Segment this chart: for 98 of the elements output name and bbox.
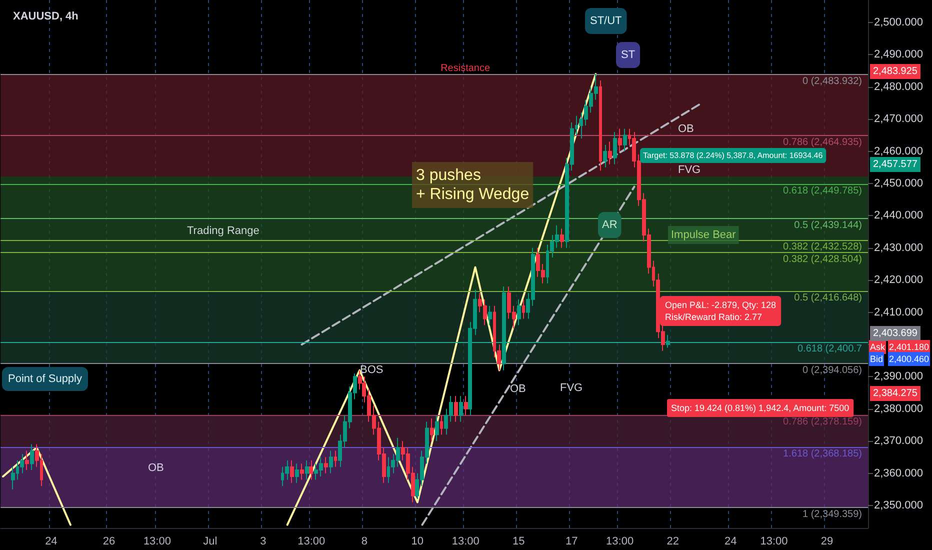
candlestick [329,450,333,474]
candlestick [430,418,434,442]
y-tick-label: 2,360.000 [874,467,923,480]
x-tick-label: 13:00 [143,536,171,548]
candlestick [324,456,328,474]
x-tick-label: 29 [820,536,834,548]
ref-line-label: 0.382 (2,428.504) [783,254,862,266]
y-tick-label: 2,490.000 [874,48,923,61]
x-tick-label: 3 [260,536,266,548]
annotation: OB [510,383,526,395]
candlestick [488,305,492,326]
candlestick [560,228,564,248]
candlestick [464,396,468,416]
candlestick [290,460,294,484]
line-series [286,73,597,526]
x-tick-label: 17 [566,536,578,548]
annotation: Point of Supply [8,373,82,385]
annotation: 3 pushes + Rising Wedge [416,167,530,203]
ref-line-label: 0 (2,394.056) [802,365,862,376]
text: 2,403.699 [873,328,918,339]
ref-line-label: 1.618 (2,368.185) [783,448,862,460]
text: 2,401.180 [889,342,930,352]
candlestick [334,450,337,468]
y-tick-label: 2,480.000 [874,80,923,93]
candlestick [603,144,607,168]
ref-line-label: 1 (2,349.359) [802,509,862,520]
text: 2,384.275 [873,388,918,399]
annotation: FVG [560,382,583,394]
text: 2,400.460 [889,354,930,364]
y-tick-label: 2,450.000 [874,178,923,190]
candlestick [309,460,313,480]
candlestick [618,128,622,152]
x-tick-label: 13:00 [606,536,634,548]
text: 2,483.925 [873,66,918,77]
ref-line-label: 0.382 (2,432.528) [783,241,862,252]
annotation: Stop: 19.424 (0.81%) 1,942.4, Amount: 7500 [671,403,850,413]
y-tick-label: 2,440.000 [874,210,923,222]
text: XAUUSD, 4h [13,10,79,22]
annotation: BOS [360,364,384,376]
candlestick [305,460,309,480]
ref-line-label: 0.5 (2,416.648) [794,292,862,304]
x-tick-label: 13:00 [452,536,480,548]
candlestick [502,286,506,371]
x-tick-label: 24 [45,536,58,548]
annotation: Impulse Bear [671,229,736,241]
y-tick-label: 2,470.000 [874,113,923,126]
candlestick [435,414,439,442]
annotation: Open P&L: -2.879, Qty: 128 Risk/Reward Ratio: 2.77 [665,300,776,322]
y-tick-label: 2,390.000 [874,370,923,383]
y-tick-label: 2,410.000 [874,306,923,318]
x-tick-label: 22 [666,536,679,548]
annotation: AR [602,219,618,231]
candlestick [608,141,612,165]
y-tick-label: 2,420.000 [874,274,923,286]
annotation: OB [148,462,164,474]
y-tick-label: 2,380.000 [874,402,923,415]
ref-line-label: 0 (2,483.932) [802,76,862,87]
candlestick [459,396,463,422]
x-tick-label: 8 [361,536,368,548]
annotation: FVG [678,164,701,176]
annotation: Trading Range [187,225,260,237]
annotation: OB [678,123,694,135]
candlestick [454,396,458,422]
text: Bid [870,354,884,364]
y-tick-label: 2,460.000 [874,145,923,158]
annotation: ST [621,49,636,61]
y-tick-label: 2,430.000 [874,242,923,254]
candlestick [30,444,34,471]
x-tick-label: 26 [102,536,116,548]
candlestick [599,80,602,172]
candlestick [613,132,617,165]
candlestick [300,463,304,480]
candlestick [517,298,521,326]
y-tick-label: 2,500.000 [874,16,923,29]
annotation: Target: 53.878 (2.24%) 5,387.8, Amount: 16934.46 [643,151,824,160]
x-tick-label: 13:00 [760,536,788,548]
ref-line-label: 0.618 (2,449.785) [783,186,862,197]
annotation: ST/UT [590,15,622,27]
ref-line-label: Resistance [440,62,490,74]
ref-line-label: 0.5 (2,439.144) [794,220,862,231]
text: 2,457.577 [873,159,918,170]
ref-line-label: 0.786 (2,378.159) [783,416,862,428]
y-tick-label: 2,350.000 [874,499,923,512]
x-tick-label: 13:00 [298,536,326,548]
x-tick-label: 10 [411,536,424,548]
x-tick-label: 24 [724,536,737,548]
candlestick [623,128,627,152]
x-tick-label: 15 [512,536,525,548]
x-tick-label: Jul [203,536,218,548]
y-tick-label: 2,370.000 [874,435,923,448]
candlestick [522,298,525,320]
candlestick [295,463,299,484]
candlestick [440,414,443,436]
candlestick [25,450,29,471]
candlestick [666,334,670,348]
ref-line-label: 0.786 (2,464.935) [783,136,862,148]
ref-line-label: 0.618 (2,400.7 [798,344,862,355]
text: Ask [870,342,886,352]
